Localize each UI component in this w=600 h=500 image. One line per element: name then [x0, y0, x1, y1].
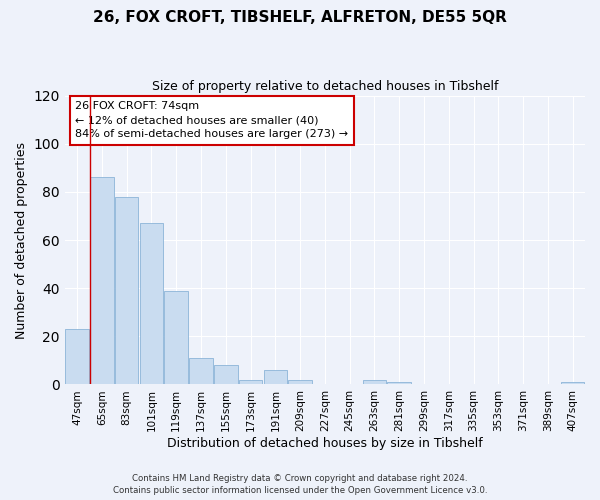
Bar	[362, 380, 386, 384]
Bar	[263, 370, 287, 384]
Bar	[214, 365, 238, 384]
Bar	[289, 380, 312, 384]
Bar	[561, 382, 584, 384]
Text: 26, FOX CROFT, TIBSHELF, ALFRETON, DE55 5QR: 26, FOX CROFT, TIBSHELF, ALFRETON, DE55 …	[93, 10, 507, 25]
Bar	[388, 382, 411, 384]
X-axis label: Distribution of detached houses by size in Tibshelf: Distribution of detached houses by size …	[167, 437, 483, 450]
Bar	[140, 223, 163, 384]
Text: 26 FOX CROFT: 74sqm
← 12% of detached houses are smaller (40)
84% of semi-detach: 26 FOX CROFT: 74sqm ← 12% of detached ho…	[75, 102, 349, 140]
Bar	[189, 358, 213, 384]
Text: Contains HM Land Registry data © Crown copyright and database right 2024.
Contai: Contains HM Land Registry data © Crown c…	[113, 474, 487, 495]
Title: Size of property relative to detached houses in Tibshelf: Size of property relative to detached ho…	[152, 80, 498, 93]
Bar	[239, 380, 262, 384]
Bar	[90, 178, 114, 384]
Bar	[115, 196, 139, 384]
Y-axis label: Number of detached properties: Number of detached properties	[15, 142, 28, 338]
Bar	[65, 329, 89, 384]
Bar	[164, 290, 188, 384]
